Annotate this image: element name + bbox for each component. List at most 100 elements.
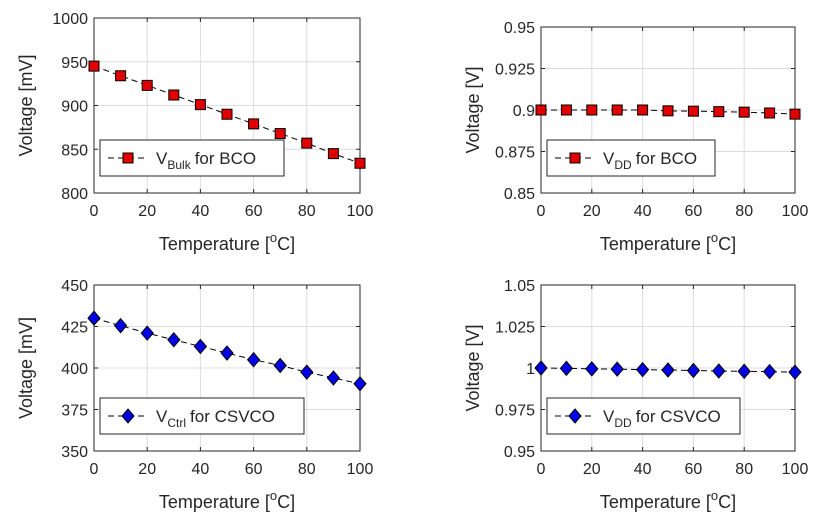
x-tick-label: 40 (634, 203, 652, 220)
y-tick-label: 400 (61, 361, 88, 378)
data-point-square (687, 105, 699, 117)
data-point-diamond (686, 362, 701, 379)
y-axis-label: Voltage [mV] (16, 54, 36, 156)
y-tick-label: 1.05 (504, 278, 535, 295)
data-point-diamond (326, 370, 341, 386)
data-point-square (141, 79, 153, 91)
y-tick-label: 900 (61, 99, 88, 116)
x-tick-label: 80 (735, 461, 753, 478)
x-tick-label: 0 (90, 461, 99, 478)
x-tick-label: 100 (782, 461, 809, 478)
data-point-square (354, 157, 366, 169)
y-tick-label: 1.025 (495, 320, 535, 337)
legend-label: VCtrl for CSVCO (156, 407, 275, 430)
x-tick-label: 100 (347, 203, 374, 220)
y-tick-label: 0.925 (495, 62, 535, 79)
chart-panel-4: 0 20 40 60 80 100 0.95 0.975 1 1.025 1.05 Temperatu… (463, 278, 808, 512)
y-axis-label: Voltage [V] (463, 66, 483, 153)
x-tick-label: 20 (583, 203, 601, 220)
x-tick-label: 60 (245, 461, 263, 478)
x-tick-label: 60 (685, 203, 703, 220)
x-tick-label: 100 (347, 461, 374, 478)
legend-marker-square (569, 152, 581, 164)
data-point-diamond (585, 361, 599, 377)
series-line (540, 367, 796, 373)
data-point-diamond (737, 363, 751, 380)
x-tick-label: 80 (735, 203, 753, 220)
y-axis-label: Voltage [V] (463, 324, 483, 411)
data-point-square (194, 99, 206, 111)
legend-label: VDD for CSVCO (603, 407, 721, 430)
y-tick-label: 450 (61, 278, 88, 295)
legend-label: VDD for BCO (603, 149, 697, 172)
y-tick-label: 0.875 (495, 145, 535, 162)
data-point-square (738, 106, 750, 118)
x-tick-label: 80 (298, 203, 316, 220)
data-point-square (221, 108, 233, 120)
chart-panel-2: 0 20 40 60 80 100 0.85 0.875 0.9 0.925 0.95 Tempera… (463, 20, 808, 254)
series-line (541, 109, 796, 115)
data-point-diamond (762, 363, 777, 380)
y-tick-label: 1000 (52, 11, 88, 28)
x-tick-label: 0 (537, 203, 546, 220)
x-tick-label: 40 (192, 461, 210, 478)
y-axis-label: Voltage [mV] (16, 317, 36, 419)
chart-panel-3: 0 20 40 60 80 100 350 375 400 425 450 Temperature [… (16, 278, 373, 512)
legend-label: VBulk for BCO (156, 149, 256, 172)
data-point-square (713, 106, 725, 118)
data-point-square (88, 60, 100, 72)
chart-panel-1: 0 20 40 60 80 100 800 850 900 950 1000 Temperature … (16, 11, 373, 254)
data-point-square (662, 105, 674, 117)
y-tick-label: 950 (61, 55, 88, 72)
x-tick-label: 40 (192, 203, 210, 220)
y-tick-label: 850 (61, 142, 88, 159)
x-tick-label: 60 (245, 203, 263, 220)
data-point-square (789, 108, 801, 120)
data-point-diamond (140, 325, 154, 341)
x-tick-label: 0 (537, 461, 546, 478)
data-point-diamond (113, 317, 128, 334)
data-point-square (764, 107, 776, 119)
data-point-diamond (610, 361, 624, 377)
data-point-diamond (712, 363, 726, 379)
data-point-square (560, 104, 572, 116)
y-tick-label: 350 (61, 444, 88, 461)
data-point-diamond (788, 364, 802, 380)
y-tick-label: 0.95 (504, 20, 535, 37)
x-axis-label: Temperature [oC] (600, 230, 736, 254)
data-point-diamond (167, 332, 181, 348)
data-point-diamond (353, 376, 367, 392)
data-point-square (611, 104, 623, 116)
data-point-diamond (246, 351, 261, 368)
data-point-diamond (193, 338, 208, 355)
x-tick-label: 0 (90, 203, 99, 220)
data-point-square (535, 104, 547, 116)
y-tick-label: 0.975 (495, 403, 535, 420)
data-point-diamond (273, 357, 287, 374)
x-axis-label: Temperature [oC] (159, 488, 295, 512)
data-point-square (248, 118, 260, 130)
y-tick-label: 425 (61, 320, 88, 337)
x-tick-label: 60 (685, 461, 703, 478)
legend-marker-square (122, 152, 134, 164)
y-tick-label: 0.85 (504, 186, 535, 203)
data-point-square (637, 104, 649, 116)
data-point-diamond (534, 360, 548, 376)
y-tick-label: 0.9 (513, 103, 535, 120)
data-point-square (115, 70, 127, 82)
data-point-diamond (559, 360, 574, 377)
x-tick-label: 20 (138, 461, 156, 478)
y-tick-label: 375 (61, 403, 88, 420)
x-tick-label: 20 (138, 203, 156, 220)
data-point-diamond (87, 310, 101, 326)
x-tick-label: 80 (298, 461, 316, 478)
data-point-diamond (635, 361, 650, 378)
x-tick-label: 40 (634, 461, 652, 478)
y-tick-label: 1 (526, 361, 535, 378)
data-point-square (168, 89, 180, 101)
data-point-square (301, 137, 313, 149)
x-axis-label: Temperature [oC] (600, 488, 736, 512)
data-point-square (327, 148, 339, 160)
x-tick-label: 100 (782, 203, 809, 220)
